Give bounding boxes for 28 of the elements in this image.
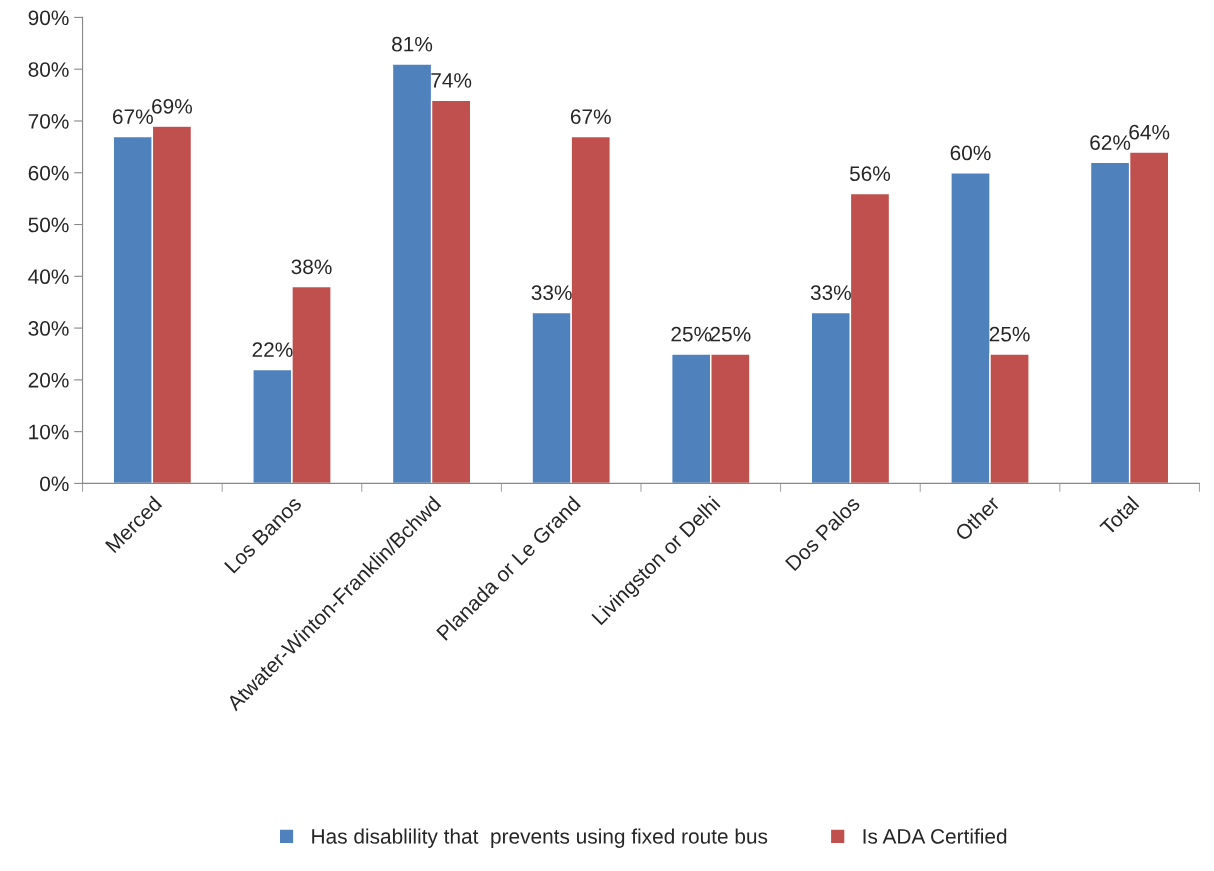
data-label: 33% [810, 285, 851, 301]
y-tick-label: 10% [29, 424, 69, 440]
y-tick-label: 0% [40, 476, 69, 492]
y-tick-label: 70% [28, 113, 69, 129]
y-tick-label: 20% [28, 372, 69, 388]
data-label: 25% [671, 326, 712, 342]
data-label: 33% [531, 285, 572, 301]
data-label: 60% [950, 145, 991, 161]
data-label: 56% [849, 166, 891, 182]
data-label: 67% [570, 109, 611, 125]
data-label: 25% [989, 326, 1030, 342]
data-label: 67% [113, 109, 153, 125]
legend-label: Has disablility that prevents using fixed route bus [312, 828, 768, 848]
y-tick-label: 50% [28, 217, 69, 233]
y-tick-label: 40% [28, 269, 69, 285]
y-tick-label: 90% [28, 10, 69, 26]
data-label: 64% [1129, 124, 1170, 140]
y-tick-label: 80% [28, 62, 69, 77]
data-label: 62% [1090, 135, 1131, 150]
y-tick-label: 30% [28, 321, 69, 336]
legend-label: Is ADA Certified [863, 828, 1007, 844]
data-label: 38% [291, 259, 332, 275]
data-label: 74% [431, 73, 472, 88]
data-label: 22% [252, 342, 293, 357]
data-label: 25% [710, 326, 751, 342]
data-label: 81% [392, 36, 433, 52]
data-label: 69% [152, 98, 193, 114]
y-tick-label: 60% [28, 165, 69, 181]
